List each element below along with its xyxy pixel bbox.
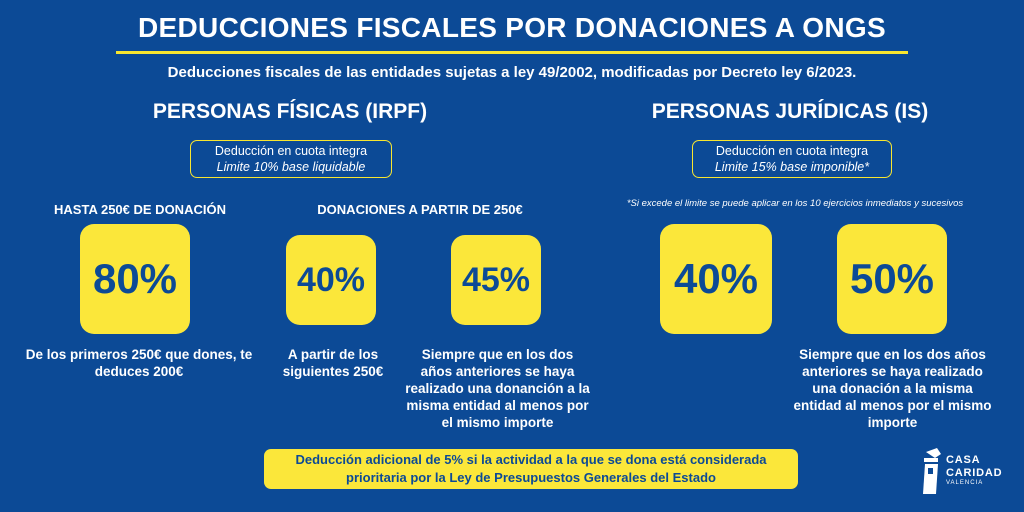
irpf-info-box: Deducción en cuota integra Limite 10% ba… <box>190 140 392 178</box>
bottom-note-box: Deducción adicional de 5% si la activida… <box>264 449 798 489</box>
pct-40-irpf-value: 40% <box>296 260 366 299</box>
section-title-personas-fisicas: PERSONAS FÍSICAS (IRPF) <box>152 100 428 123</box>
is-footnote: *Si excede el limite se puede aplicar en… <box>626 198 964 209</box>
label-hasta-250: HASTA 250€ DE DONACIÓN <box>54 202 226 217</box>
pct-50-box: 50% <box>837 224 947 334</box>
pct-45-value: 45% <box>461 260 531 299</box>
section-title-personas-juridicas: PERSONAS JURÍDICAS (IS) <box>651 100 929 123</box>
pct-45-box: 45% <box>451 235 541 325</box>
bottom-note-text: Deducción adicional de 5% si la activida… <box>295 452 767 485</box>
casa-caridad-logo-icon <box>923 448 941 494</box>
irpf-box-line1: Deducción en cuota integra <box>214 144 368 158</box>
logo-line3: VALENCIA <box>946 480 984 486</box>
label-donaciones-partir-250: DONACIONES A PARTIR DE 250€ <box>317 202 523 217</box>
page-subtitle: Deducciones fiscales de las entidades su… <box>167 64 857 81</box>
casa-caridad-logo: CASA CARIDAD VALENCIA <box>920 446 1020 496</box>
logo-line2: CARIDAD <box>946 467 1003 479</box>
desc-45: Siempre que en los dos años anteriores s… <box>405 347 590 430</box>
page-title: DEDUCCIONES FISCALES POR DONACIONES A ON… <box>138 12 886 43</box>
desc-80: De los primeros 250€ que dones, te deduc… <box>25 347 253 379</box>
is-box-line2: Limite 15% base imponible* <box>714 160 870 174</box>
pct-50-value: 50% <box>849 255 935 302</box>
irpf-box-line2: Limite 10% base liquidable <box>216 160 366 174</box>
is-info-box: Deducción en cuota integra Limite 15% ba… <box>692 140 892 178</box>
pct-80-value: 80% <box>92 255 178 302</box>
desc-40-irpf: A partir de los siguientes 250€ <box>282 347 384 379</box>
pct-80-box: 80% <box>80 224 190 334</box>
pct-40-is-box: 40% <box>660 224 772 334</box>
title-underline <box>116 51 908 54</box>
logo-line1: CASA <box>946 454 981 466</box>
logo-text: CASA CARIDAD <box>946 454 1002 480</box>
pct-40-irpf-box: 40% <box>286 235 376 325</box>
pct-40-is-value: 40% <box>673 255 759 302</box>
desc-50: Siempre que en los dos años anteriores s… <box>793 347 992 430</box>
is-box-line1: Deducción en cuota integra <box>715 144 869 158</box>
